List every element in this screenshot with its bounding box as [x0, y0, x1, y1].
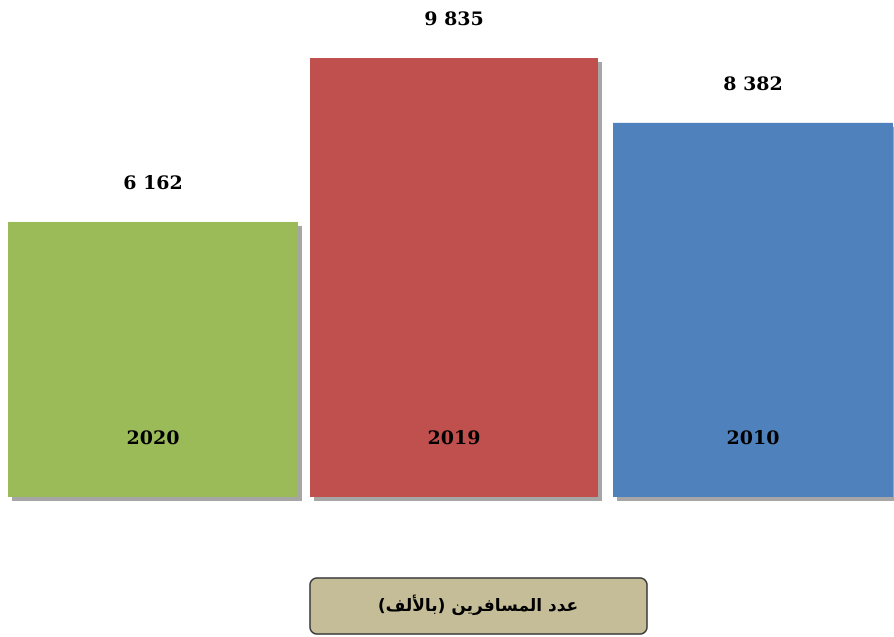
- value-label: 8 382: [723, 73, 783, 95]
- chart-title: عدد المسافرين (بالألف): [378, 595, 578, 616]
- value-label: 9 835: [424, 8, 484, 30]
- bar: [8, 221, 298, 497]
- value-label: 6 162: [123, 172, 183, 194]
- category-label: 2019: [428, 427, 481, 449]
- title-box: [309, 577, 648, 635]
- category-label: 2010: [727, 427, 780, 449]
- category-label: 2020: [127, 427, 180, 449]
- bar: [613, 122, 893, 497]
- bar: [310, 58, 598, 497]
